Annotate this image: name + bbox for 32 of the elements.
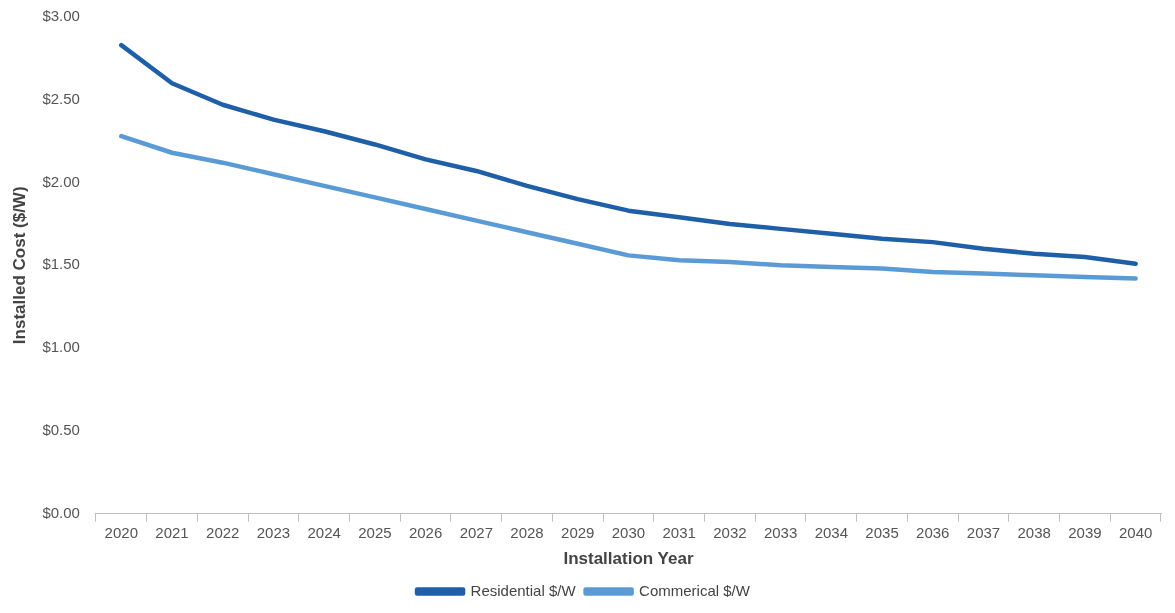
- y-axis-title: Installed Cost ($/W): [9, 186, 29, 345]
- x-tick-label: 2030: [611, 523, 646, 541]
- x-tick-label: 2028: [510, 523, 544, 541]
- x-axis-title: Installation Year: [563, 549, 694, 569]
- y-tick-label: $2.50: [42, 89, 80, 107]
- legend-label: Residential $/W: [470, 581, 577, 599]
- x-tick-label: 2037: [966, 523, 1001, 541]
- x-tick-label: 2031: [662, 523, 696, 541]
- x-tick-label: 2026: [408, 523, 443, 541]
- x-tick-label: 2029: [561, 523, 595, 541]
- x-tick-label: 2025: [358, 523, 392, 541]
- x-tick-label: 2039: [1068, 523, 1102, 541]
- y-tick-label: $2.00: [42, 172, 80, 190]
- x-tick-label: 2034: [814, 523, 849, 541]
- x-tick-label: 2023: [256, 523, 291, 541]
- x-tick-label: 2038: [1017, 523, 1051, 541]
- y-tick-label: $0.00: [42, 503, 80, 521]
- y-tick-label: $1.00: [42, 338, 80, 356]
- y-tick-label: $0.50: [42, 420, 80, 438]
- x-tick-label: 2033: [763, 523, 798, 541]
- x-tick-label: 2035: [865, 523, 899, 541]
- x-tick-label: 2032: [713, 523, 747, 541]
- x-tick-label: 2020: [104, 523, 138, 541]
- x-tick-label: 2036: [916, 523, 950, 541]
- x-tick-label: 2022: [206, 523, 240, 541]
- x-tick-label: 2021: [155, 523, 189, 541]
- y-tick-label: $3.00: [42, 7, 80, 25]
- x-tick-label: 2024: [307, 523, 341, 541]
- x-tick-label: 2027: [459, 523, 493, 541]
- legend-label: Commerical $/W: [639, 581, 751, 599]
- x-tick-label: 2040: [1118, 523, 1153, 541]
- y-tick-label: $1.50: [42, 255, 80, 273]
